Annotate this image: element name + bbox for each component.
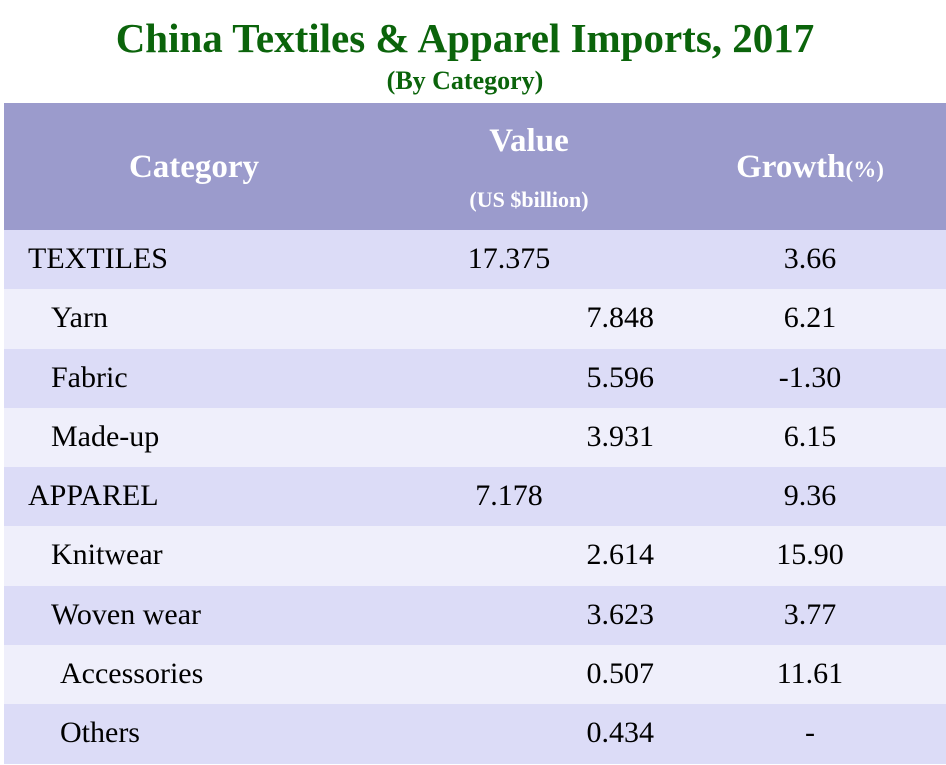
header-value: Value [489,123,569,159]
row-category: Others [60,716,140,750]
row-value: 7.178 [475,479,543,513]
table-row: Knitwear 2.614 15.90 [4,526,946,586]
header-growth-label: Growth [736,149,846,185]
row-growth: 9.36 [783,479,837,513]
row-value: 0.507 [586,657,655,691]
table-row: Made-up 3.931 6.15 [4,407,946,468]
row-category: Yarn [51,301,108,335]
table-row: Woven wear 3.623 3.77 [4,585,946,646]
row-growth: - [805,716,815,750]
row-category: Fabric [51,360,128,394]
row-growth: 3.66 [783,242,837,275]
row-value: 0.434 [586,716,655,750]
table-row: Fabric 5.596 -1.30 [4,348,946,408]
row-value: 17.375 [467,242,551,275]
table-row: TEXTILES 17.375 3.66 [4,230,946,290]
row-category: Accessories [60,657,204,691]
row-category: TEXTILES [28,242,168,275]
row-growth: 6.21 [783,301,837,335]
chart-title: China Textiles & Apparel Imports, 2017 [115,15,815,61]
table-header: Category Value (US $billion) Growth(%) [4,103,946,230]
row-value: 7.848 [586,301,655,335]
table-row: Others 0.434 - [4,704,946,764]
header-category: Category [128,149,260,185]
header-value-unit: (US $billion) [469,187,589,212]
imports-table: Category Value (US $billion) Growth(%) T… [4,103,946,764]
header-growth-unit: (%) [845,157,884,182]
row-growth: 11.61 [776,657,844,691]
row-category: Knitwear [51,538,163,572]
row-value: 3.931 [586,419,655,453]
row-growth: 15.90 [776,538,844,572]
header-growth: Growth(%) [674,149,946,186]
row-category: APPAREL [28,479,159,513]
table-row: Yarn 7.848 6.21 [4,289,946,349]
row-category: Made-up [51,419,160,453]
row-growth: -1.30 [778,360,842,394]
row-value: 5.596 [586,360,655,394]
table-row: Accessories 0.507 11.61 [4,645,946,705]
row-category: Woven wear [51,597,202,631]
chart-subtitle: (By Category) [386,66,544,95]
row-growth: 6.15 [783,419,837,453]
row-value: 2.614 [586,538,655,572]
table-row: APPAREL 7.178 9.36 [4,467,946,527]
row-growth: 3.77 [783,597,837,631]
row-value: 3.623 [586,597,655,631]
